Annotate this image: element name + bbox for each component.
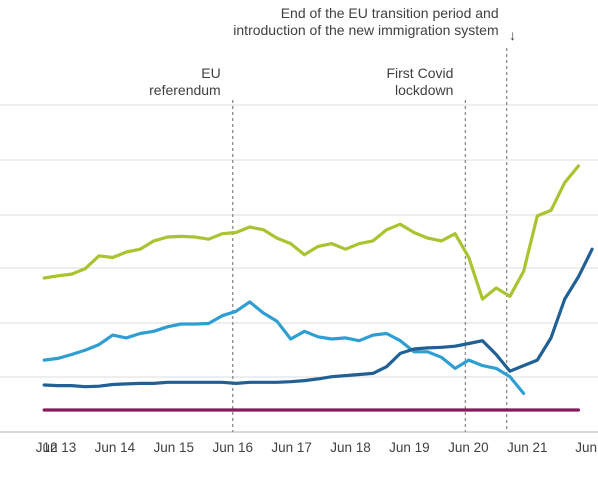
annotation-text: referendum [149,82,221,98]
x-tick-label: Jun 14 [95,440,136,455]
series-line [42,164,581,301]
annotation-text: lockdown [395,82,453,98]
series-line [42,300,526,395]
series-line [42,247,594,389]
annotation-text: EU [201,65,220,81]
annotation-text: introduction of the new immigration syst… [233,22,498,38]
series-lines [42,164,594,412]
x-tick-label: Jun [575,440,597,455]
x-tick-label: Jun 19 [389,440,430,455]
x-tick-label: Jun 21 [507,440,548,455]
x-tick-label: Jun 16 [212,440,253,455]
x-tick-label: Jun 13 [36,440,77,455]
x-tick-label: Jun 20 [448,440,489,455]
annotation-arrow: ↓ [509,27,516,43]
x-tick-label: Jun 18 [330,440,371,455]
x-tick-label: 12 [43,440,58,455]
gridlines [0,104,598,433]
x-tick-label: Jun 15 [154,440,195,455]
x-tick-label: Jun 17 [271,440,312,455]
annotation-text: First Covid [386,65,453,81]
annotation-text: End of the EU transition period and [281,5,499,21]
